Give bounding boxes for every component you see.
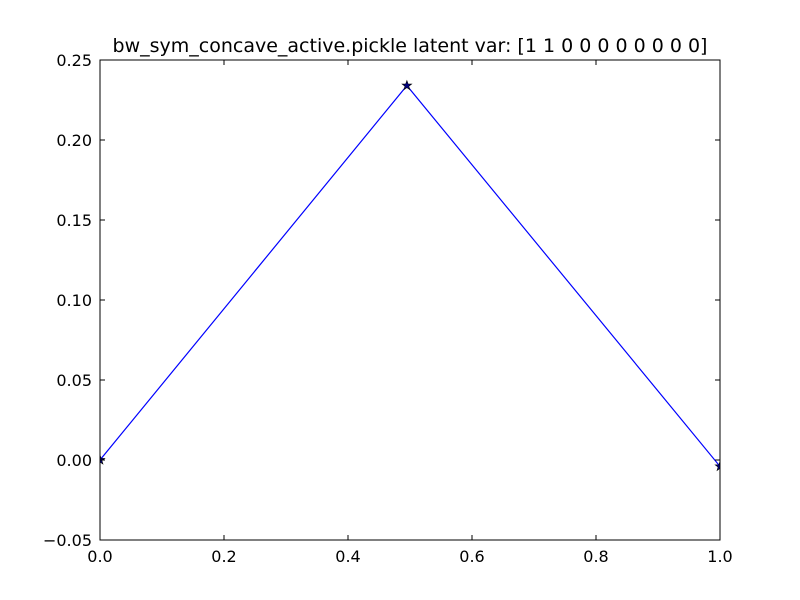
y-tick-label: 0.15 bbox=[56, 211, 92, 230]
series-group bbox=[100, 79, 720, 472]
x-tick-label: 1.0 bbox=[707, 547, 732, 566]
x-tick-label: 0.0 bbox=[87, 547, 112, 566]
chart-title: bw_sym_concave_active.pickle latent var:… bbox=[113, 35, 708, 57]
y-tick-label: 0.00 bbox=[56, 451, 92, 470]
axes-frame bbox=[99, 59, 721, 541]
x-tick-label: 0.2 bbox=[211, 547, 236, 566]
plot-area bbox=[100, 79, 720, 472]
y-tick-label: 0.10 bbox=[56, 291, 92, 310]
data-point-marker bbox=[714, 460, 720, 472]
data-point-marker bbox=[401, 79, 413, 91]
y-tick-label: 0.20 bbox=[56, 131, 92, 150]
x-tick-label: 0.6 bbox=[459, 547, 484, 566]
x-tick-label: 0.8 bbox=[583, 547, 608, 566]
y-tick-label: 0.05 bbox=[56, 371, 92, 390]
series-line bbox=[100, 84, 720, 467]
y-tick-label: −0.05 bbox=[43, 531, 92, 550]
axis-ticks: 0.0 0.2 0.4 0.6 0.8 1.0 −0.05 0.00 0.05 0.10 0.15 0… bbox=[43, 51, 733, 566]
y-tick-label: 0.25 bbox=[56, 51, 92, 70]
x-tick-label: 0.4 bbox=[335, 547, 360, 566]
